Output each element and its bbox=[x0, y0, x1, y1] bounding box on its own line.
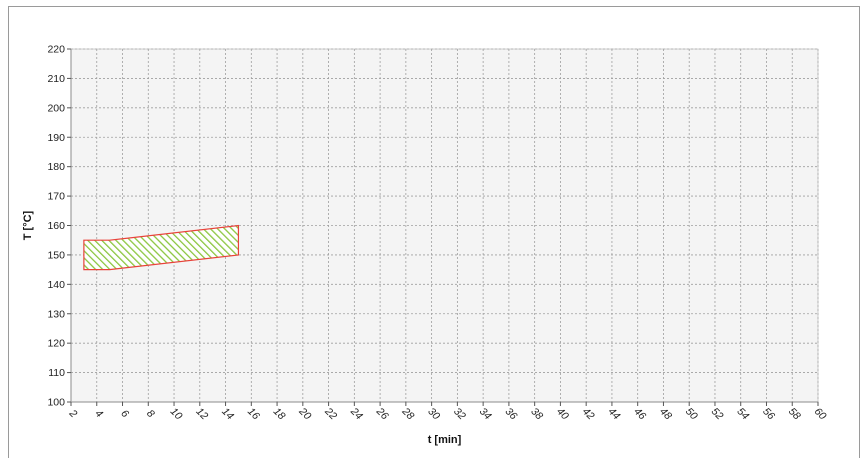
x-tick-label: 54 bbox=[734, 406, 751, 423]
x-axis-label: t [min] bbox=[428, 434, 462, 446]
series-band-0 bbox=[83, 224, 240, 271]
series-layer bbox=[83, 224, 240, 271]
y-tick-label: 160 bbox=[47, 220, 65, 232]
x-tick-label: 10 bbox=[168, 406, 185, 423]
chart: 1001101201301401501601701801902002102202… bbox=[22, 44, 829, 447]
y-tick-label: 130 bbox=[47, 308, 65, 320]
x-tick-label: 22 bbox=[322, 405, 340, 423]
y-tick-label: 220 bbox=[47, 44, 65, 56]
y-tick-label: 120 bbox=[47, 338, 65, 350]
x-tick-label: 4 bbox=[93, 408, 106, 421]
x-tick-label: 36 bbox=[503, 406, 520, 423]
x-tick-label: 42 bbox=[580, 406, 597, 423]
axes bbox=[67, 48, 819, 406]
x-tick-label: 6 bbox=[118, 408, 131, 421]
y-tick-label: 200 bbox=[47, 102, 65, 114]
chart-frame: 100 110 120 130 140 150 160 170 180 190 200 210 220 2… bbox=[8, 6, 860, 458]
x-tick-label: 50 bbox=[683, 406, 700, 423]
x-tick-label: 20 bbox=[296, 405, 314, 423]
y-tick-label: 190 bbox=[47, 132, 65, 144]
x-tick-label: 34 bbox=[477, 406, 494, 423]
x-tick-label: 56 bbox=[760, 406, 777, 423]
y-tick-label: 170 bbox=[47, 191, 65, 203]
x-tick-label: 58 bbox=[786, 406, 803, 423]
x-tick-label: 16 bbox=[245, 406, 262, 423]
x-tick-label: 12 bbox=[194, 406, 211, 423]
x-tick-label: 52 bbox=[709, 406, 726, 423]
x-tick-label: 28 bbox=[399, 405, 417, 423]
y-tick-label: 180 bbox=[47, 161, 65, 173]
x-tick-label: 14 bbox=[219, 406, 236, 423]
x-tick-label: 24 bbox=[347, 405, 365, 423]
x-tick-label: 44 bbox=[606, 406, 623, 423]
x-tick-label: 8 bbox=[144, 408, 157, 421]
y-tick-label: 210 bbox=[47, 73, 65, 85]
y-tick-label: 100 bbox=[47, 397, 65, 409]
y-tick-label: 110 bbox=[48, 367, 65, 379]
x-tick-label: 48 bbox=[657, 406, 674, 423]
x-tick-label: 26 bbox=[373, 405, 391, 423]
x-tick-label: 2 bbox=[66, 407, 79, 420]
x-tick-label: 46 bbox=[631, 406, 648, 423]
y-tick-label: 150 bbox=[47, 249, 65, 261]
x-tick-label: 30 bbox=[425, 406, 442, 423]
y-axis-label: T [°C] bbox=[22, 210, 34, 240]
x-tick-label: 60 bbox=[812, 406, 829, 423]
x-tick-label: 18 bbox=[271, 406, 288, 423]
x-tick-label: 32 bbox=[451, 406, 468, 423]
x-tick-label: 38 bbox=[528, 406, 545, 423]
y-tick-label: 140 bbox=[47, 279, 65, 291]
x-tick-label: 40 bbox=[554, 406, 571, 423]
